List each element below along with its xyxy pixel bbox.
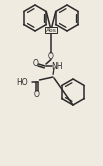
Text: Abs: Abs xyxy=(46,28,56,33)
FancyBboxPatch shape xyxy=(45,27,57,33)
Text: O: O xyxy=(34,89,40,98)
Text: O: O xyxy=(48,51,54,60)
Text: O: O xyxy=(33,58,39,68)
Text: NH: NH xyxy=(52,61,63,71)
Text: HO: HO xyxy=(16,78,28,86)
